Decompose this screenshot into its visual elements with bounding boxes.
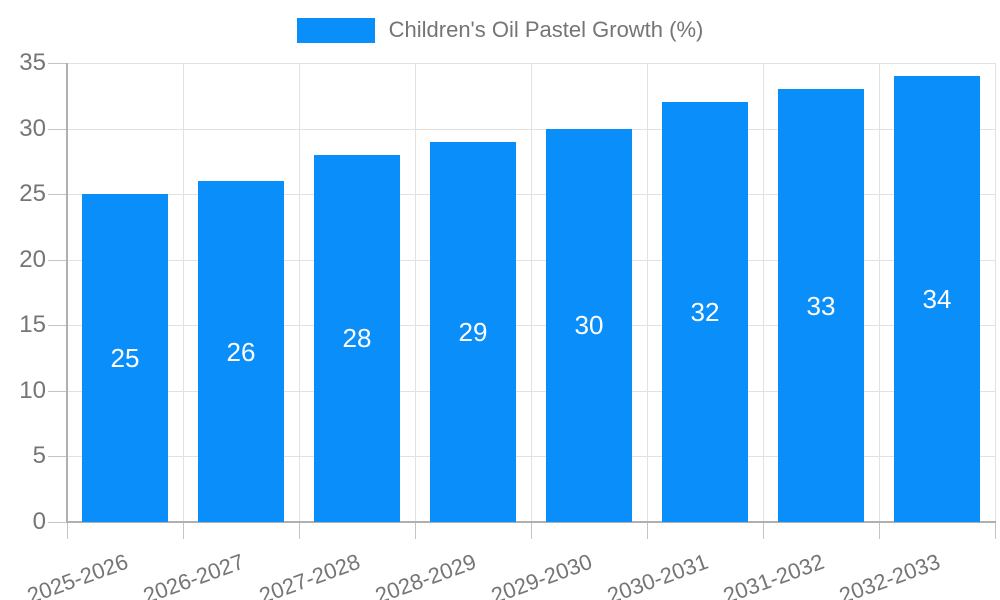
bar[interactable] (894, 76, 980, 522)
x-axis-tick (415, 522, 416, 539)
y-axis-tick-label: 10 (19, 377, 46, 404)
x-axis-tick-label: 2026-2027 (139, 548, 248, 600)
gridline-vertical (415, 63, 416, 522)
bar[interactable] (430, 142, 516, 522)
y-axis-tick-label: 30 (19, 115, 46, 142)
y-axis-tick-label: 15 (19, 311, 46, 338)
y-axis-tick (48, 129, 67, 130)
x-axis-tick (879, 522, 880, 539)
gridline-vertical (763, 63, 764, 522)
x-axis-tick (183, 522, 184, 539)
x-axis-tick (995, 522, 996, 539)
bar-value-label: 33 (806, 291, 836, 321)
legend-swatch-icon (296, 17, 375, 43)
x-axis-tick (67, 522, 68, 539)
y-axis-tick (48, 194, 67, 195)
x-axis-tick (647, 522, 648, 539)
gridline-vertical (531, 63, 532, 522)
gridline-vertical (647, 63, 648, 522)
y-axis-tick (48, 391, 67, 392)
bar-value-label: 30 (574, 310, 604, 340)
x-axis-line (66, 521, 996, 523)
bar-value-label: 28 (342, 323, 372, 353)
x-axis-tick-label: 2031-2032 (719, 548, 828, 600)
y-axis-tick (48, 522, 67, 523)
bar-value-label: 32 (690, 297, 720, 327)
gridline-vertical (183, 63, 184, 522)
y-axis-tick-label: 35 (19, 49, 46, 76)
x-axis-tick-label: 2030-2031 (603, 548, 712, 600)
x-axis-tick (299, 522, 300, 539)
x-axis-tick-label: 2032-2033 (835, 548, 944, 600)
x-axis-tick (763, 522, 764, 539)
y-axis-line (66, 63, 68, 523)
bar[interactable] (546, 129, 632, 522)
bar-value-label: 29 (458, 317, 488, 347)
y-axis-tick (48, 456, 67, 457)
x-axis-tick-label: 2029-2030 (487, 548, 596, 600)
legend-label: Children's Oil Pastel Growth (%) (388, 17, 704, 42)
gridline-vertical (299, 63, 300, 522)
bar[interactable] (82, 194, 168, 522)
bar[interactable] (198, 181, 284, 522)
y-axis-tick (48, 260, 67, 261)
x-axis-tick-label: 2025-2026 (23, 548, 132, 600)
y-axis-tick (48, 63, 67, 64)
y-axis-tick-label: 0 (32, 508, 46, 535)
bar-value-label: 26 (226, 337, 256, 367)
y-axis-tick-label: 25 (19, 180, 46, 207)
x-axis-tick (531, 522, 532, 539)
x-axis-tick-label: 2028-2029 (371, 548, 480, 600)
legend[interactable]: Children's Oil Pastel Growth (%) (0, 17, 1000, 43)
x-axis-tick-label: 2027-2028 (255, 548, 364, 600)
y-axis-tick (48, 325, 67, 326)
gridline-vertical (879, 63, 880, 522)
bar[interactable] (662, 102, 748, 522)
bar-value-label: 25 (110, 343, 140, 373)
bar[interactable] (314, 155, 400, 522)
y-axis-tick-label: 5 (32, 442, 46, 469)
gridline-vertical (995, 63, 996, 522)
bar-value-label: 34 (922, 284, 952, 314)
bar[interactable] (778, 89, 864, 522)
y-axis-tick-label: 20 (19, 246, 46, 273)
